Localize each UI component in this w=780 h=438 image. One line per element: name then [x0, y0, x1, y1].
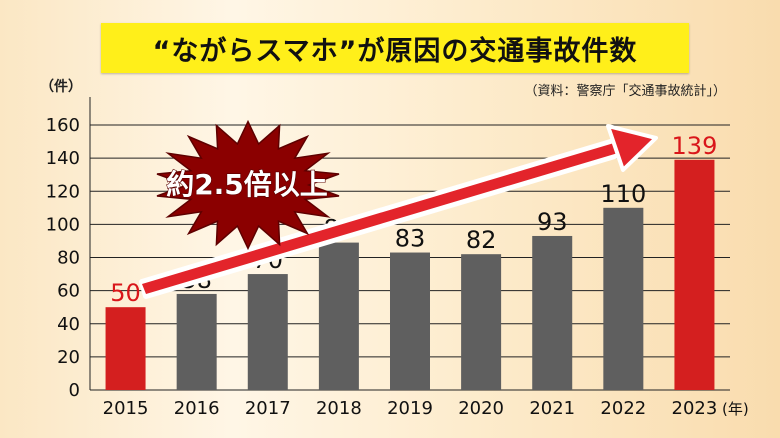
- y-tick-label: 100: [46, 214, 80, 235]
- y-tick-label: 120: [46, 181, 80, 202]
- data-label-2021: 93: [537, 208, 568, 236]
- trend-arrow: [139, 124, 658, 299]
- x-tick-label: 2019: [387, 398, 433, 419]
- y-tick-label: 80: [57, 248, 80, 269]
- data-label-2015: 50: [110, 279, 141, 307]
- y-tick-label: 0: [69, 380, 80, 401]
- data-label-2023: 139: [672, 132, 718, 160]
- x-tick-label: 2018: [316, 398, 362, 419]
- bar-2021: [532, 235, 573, 390]
- bar-2016: [176, 293, 217, 390]
- y-tick-labels: 0 20 40 60 80 100 120 140 160: [46, 115, 80, 401]
- bar-2017: [247, 274, 288, 390]
- bar-2020: [461, 254, 502, 390]
- x-tick-label: 2023: [672, 398, 718, 419]
- y-tick-label: 60: [57, 281, 80, 302]
- x-tick-label: 2015: [103, 398, 149, 419]
- bars: [105, 159, 715, 390]
- burst-shape: [156, 119, 340, 251]
- x-tick-label: 2021: [529, 398, 575, 419]
- x-tick-label: 2022: [600, 398, 646, 419]
- bar-2018: [318, 242, 359, 390]
- arrow-shaft: [142, 143, 618, 294]
- y-tick-label: 40: [57, 314, 80, 335]
- y-unit-label: （件）: [40, 79, 82, 95]
- y-tick-label: 140: [46, 148, 80, 169]
- x-tick-label: 2016: [174, 398, 220, 419]
- bar-2023: [674, 159, 715, 390]
- source-note: （資料：警察庁「交通事故統計」）: [524, 84, 726, 99]
- bar-2015: [105, 307, 146, 390]
- y-tick-label: 160: [46, 115, 80, 136]
- title-banner: “ながらスマホ”が原因の交通事故件数: [101, 23, 689, 73]
- data-label-2020: 82: [466, 226, 497, 254]
- bar-2019: [390, 252, 430, 390]
- y-tick-label: 20: [57, 347, 80, 368]
- x-unit-label: (年): [722, 400, 749, 418]
- data-label-2022: 110: [600, 180, 646, 208]
- burst-callout: 約2.5倍以上: [156, 119, 340, 251]
- x-tick-label: 2017: [245, 398, 291, 419]
- x-tick-labels: 2015 2016 2017 2018 2019 2020 2021 2022 2023: [103, 398, 718, 419]
- arrow-head: [606, 124, 658, 172]
- bar-2022: [603, 207, 644, 390]
- burst-text: 約2.5倍以上: [166, 168, 328, 201]
- x-tick-label: 2020: [458, 398, 504, 419]
- data-label-2019: 83: [395, 225, 426, 253]
- chart-title: “ながらスマホ”が原因の交通事故件数: [152, 35, 638, 67]
